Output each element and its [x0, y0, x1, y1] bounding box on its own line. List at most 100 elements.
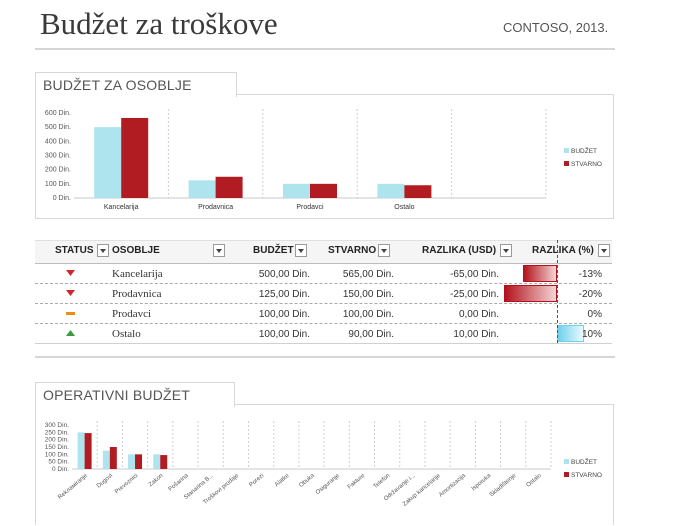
y-tick-label: 300 Din. [45, 422, 69, 429]
budget-bar [94, 127, 122, 198]
legend-label: BUDŽET [571, 146, 597, 155]
budget-filter-dropdown[interactable] [295, 244, 307, 257]
x-tick-label: Skladištenje [489, 473, 518, 499]
pct-data-bar [522, 265, 557, 282]
diff-value: 0,00 Din. [458, 309, 499, 320]
diff-value: 10,00 Din. [453, 329, 499, 340]
legend-label: BUDŽET [571, 457, 597, 466]
budget-bar [128, 454, 136, 469]
y-tick-label: 200 Din. [45, 437, 69, 444]
status-filter-dropdown[interactable] [97, 244, 109, 257]
actual-bar [215, 176, 243, 198]
actual-value: 565,00 Din. [342, 269, 394, 280]
staff-name: Prodavnica [112, 288, 162, 300]
staff-name: Prodavci [112, 308, 152, 320]
diff-pct-filter-dropdown[interactable] [598, 244, 610, 257]
legend-label: STVARNO [571, 161, 602, 168]
actual-value: 150,00 Din. [342, 289, 394, 300]
budget-bar [283, 183, 310, 198]
col-actual: STVARNO [328, 245, 377, 256]
y-tick-label: 100 Din. [45, 181, 71, 188]
table-header: STATUS OSOBLJE BUDŽET STVARNO RAZLIKA (U… [35, 240, 612, 264]
pct-data-bar [557, 325, 584, 342]
pct-value: 10% [581, 329, 602, 340]
legend-swatch [564, 161, 569, 166]
y-tick-label: 0 Din. [53, 195, 71, 202]
actual-bar [135, 454, 143, 469]
y-tick-label: 100 Din. [45, 451, 69, 458]
actual-bar [109, 447, 117, 469]
operating-budget-chart: 0 Din.50 Din.100 Din.150 Din.200 Din.250… [45, 421, 602, 508]
section-divider [35, 356, 615, 358]
x-tick-label: Obuka [298, 473, 316, 489]
table-row[interactable]: Kancelarija 500,00 Din. 565,00 Din. -65,00 … [35, 264, 612, 284]
pct-axis-line [557, 240, 558, 343]
x-tick-label: Dugovi [96, 473, 114, 490]
col-budget: BUDŽET [253, 245, 294, 256]
status-flat-icon [66, 312, 75, 315]
budget-bar [77, 432, 85, 469]
pct-data-bar [504, 285, 557, 302]
diff-value: -25,00 Din. [450, 289, 499, 300]
pct-value: -20% [578, 289, 602, 300]
x-tick-label: Amortizacija [438, 473, 467, 499]
operating-section-title: OPERATIVNI BUDŽET [35, 382, 236, 407]
y-tick-label: 150 Din. [45, 444, 69, 451]
staff-chart-panel[interactable]: 0 Din. 100 Din. 200 Din. 300 Din. 400 Din. 50… [35, 94, 614, 219]
actual-bar [84, 433, 92, 469]
x-tick-label: Ostalo [394, 204, 414, 211]
col-diff-usd: RAZLIKA (USD) [422, 245, 497, 256]
x-tick-label: Prevoznici [114, 473, 139, 495]
budget-value: 100,00 Din. [258, 309, 310, 320]
status-down-icon [66, 270, 75, 276]
x-tick-label: Rekламiranje [57, 473, 89, 501]
x-tick-label: Alatke [274, 473, 291, 489]
budget-value: 100,00 Din. [258, 329, 310, 340]
status-up-icon [66, 330, 75, 336]
x-tick-label: Fakture [347, 473, 367, 491]
y-tick-label: 200 Din. [45, 167, 71, 174]
staff-name: Ostalo [112, 328, 141, 340]
operating-chart-panel[interactable]: 0 Din. 50 Din. 100 Din. 150 Din. 200 Din. 250… [35, 404, 614, 525]
page-title: Budžet za troškove [40, 6, 278, 41]
col-staff: OSOBLJE [112, 245, 160, 256]
budget-value: 125,00 Din. [258, 289, 310, 300]
actual-value: 90,00 Din. [348, 329, 394, 340]
x-tick-label: Prodavci [296, 204, 324, 211]
x-tick-label: Osiguranje [315, 473, 342, 497]
y-tick-label: 500 Din. [45, 124, 71, 131]
x-tick-label: Telefon [373, 473, 392, 490]
status-down-icon [66, 290, 75, 296]
staff-name: Kancelarija [112, 268, 163, 280]
legend-swatch [564, 472, 569, 477]
budget-value: 500,00 Din. [258, 269, 310, 280]
col-status: STATUS [55, 245, 94, 256]
x-tick-label: Zakon [148, 473, 165, 488]
table-row[interactable]: Prodavnica 125,00 Din. 150,00 Din. -25,00 D… [35, 284, 612, 304]
actual-value: 100,00 Din. [342, 309, 394, 320]
actual-filter-dropdown[interactable] [378, 244, 390, 257]
x-tick-label: Ostalo [526, 473, 544, 489]
budget-bar [188, 180, 216, 198]
x-tick-label: Isporuka [471, 473, 493, 493]
legend-label: STVARNO [571, 472, 602, 479]
pct-value: 0% [587, 309, 602, 320]
y-tick-label: 600 Din. [45, 110, 71, 117]
y-tick-label: 300 Din. [45, 153, 71, 160]
legend-swatch [564, 459, 569, 464]
table-row[interactable]: Ostalo 100,00 Din. 90,00 Din. 10,00 Din. 10% [35, 324, 612, 344]
x-tick-label: Kancelarija [104, 204, 139, 211]
budget-bar [153, 454, 161, 469]
staff-table: STATUS OSOBLJE BUDŽET STVARNO RAZLIKA (U… [35, 240, 612, 344]
legend-swatch [564, 148, 569, 153]
col-diff-pct: RAZLIKA (%) [532, 245, 594, 256]
x-tick-label: Porezi [248, 473, 265, 489]
diff-usd-filter-dropdown[interactable] [500, 244, 512, 257]
staff-budget-chart: 0 Din. 100 Din. 200 Din. 300 Din. 400 Din. 50… [45, 109, 602, 211]
title-divider [35, 48, 615, 50]
x-tick-label: Pošarina [168, 473, 191, 493]
pct-value: -13% [578, 269, 602, 280]
staff-filter-dropdown[interactable] [213, 244, 225, 257]
diff-value: -65,00 Din. [450, 269, 499, 280]
table-row[interactable]: Prodavci 100,00 Din. 100,00 Din. 0,00 Din. 0… [35, 304, 612, 324]
